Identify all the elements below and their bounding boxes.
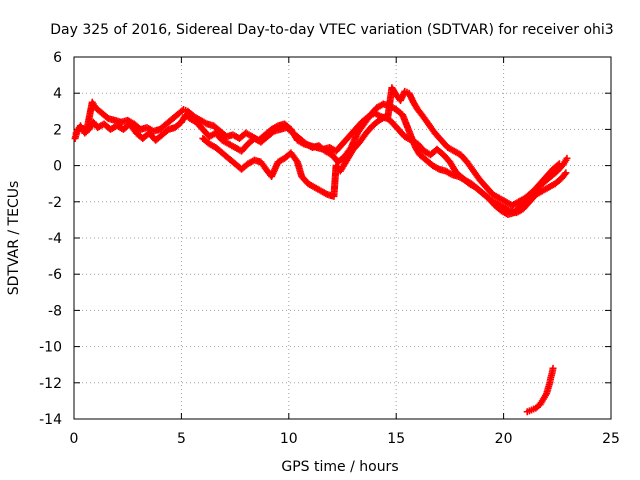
- data-point-marker: [561, 170, 569, 178]
- y-tick-label: -4: [48, 231, 62, 247]
- y-tick-label: -8: [48, 303, 62, 319]
- y-tick-label: 2: [53, 122, 62, 138]
- data-point-marker: [563, 154, 571, 162]
- x-axis-label: GPS time / hours: [281, 459, 398, 475]
- series-track-c: [199, 113, 563, 218]
- y-tick-label: -14: [39, 412, 62, 428]
- x-tick-label: 0: [70, 431, 79, 447]
- y-axis-label: SDTVAR / TECUs: [6, 181, 22, 296]
- data-point-marker: [555, 160, 563, 168]
- y-tick-label: -2: [48, 195, 62, 211]
- series-track-d: [523, 364, 557, 416]
- x-tick-label: 10: [280, 431, 298, 447]
- marks-layer: [71, 84, 571, 416]
- data-point-marker: [554, 161, 562, 169]
- x-tick-label: 5: [177, 431, 186, 447]
- y-tick-label: -12: [39, 376, 62, 392]
- y-tick-label: -10: [39, 340, 62, 356]
- data-point-marker: [562, 169, 570, 177]
- y-tick-label: -6: [48, 267, 62, 283]
- x-tick-label: 25: [602, 431, 620, 447]
- y-tick-label: 4: [53, 86, 62, 102]
- grid-layer: [74, 57, 611, 419]
- data-point-marker: [549, 364, 557, 372]
- x-tick-label: 15: [387, 431, 405, 447]
- chart-title: Day 325 of 2016, Sidereal Day-to-day VTE…: [50, 22, 613, 38]
- y-tick-label: 0: [53, 159, 62, 175]
- x-tick-label: 20: [495, 431, 513, 447]
- y-tick-label: 6: [53, 50, 62, 66]
